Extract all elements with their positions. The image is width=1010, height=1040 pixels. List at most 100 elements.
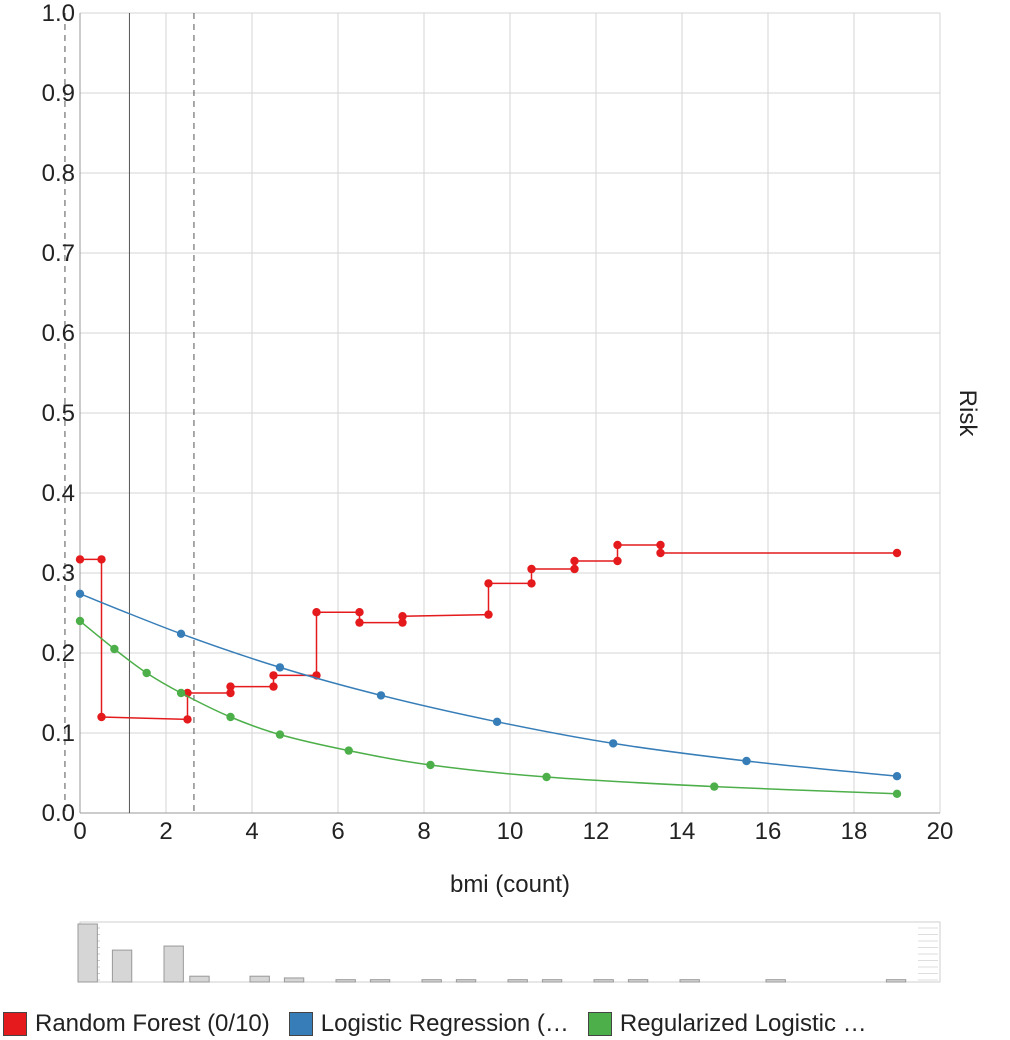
data-point: [892, 772, 902, 781]
data-point: [398, 618, 407, 627]
histogram-bar: [335, 979, 356, 983]
y-axis-ticks: 0.0 0.1 0.2 0.3 0.4 0.5 0.6 0.7 0.8 0.9 1.0: [42, 0, 75, 827]
data-point: [226, 712, 235, 722]
data-point: [426, 760, 435, 770]
y-tick-label: 0.4: [42, 480, 75, 507]
legend-label-logistic-regression: Logistic Regression (…: [320, 1010, 569, 1037]
histogram-frame: [79, 921, 941, 983]
data-point: [527, 579, 536, 588]
y-tick-label: 0.8: [42, 160, 75, 187]
y-tick-label: 0.7: [42, 240, 75, 267]
histogram-bar: [541, 979, 563, 983]
x-tick-label: 12: [583, 818, 610, 845]
histogram-bar: [111, 949, 133, 983]
data-point: [176, 688, 186, 698]
histogram-bar: [189, 975, 210, 983]
histogram-bar: [627, 979, 649, 983]
data-point: [226, 682, 235, 691]
histogram-bar: [369, 979, 391, 983]
y-tick-label: 0.3: [42, 560, 75, 587]
distribution-histogram: [77, 921, 941, 983]
data-point: [355, 618, 364, 627]
data-point: [142, 668, 151, 678]
data-point: [613, 556, 622, 566]
x-tick-label: 2: [159, 818, 172, 845]
x-tick-label: 4: [245, 818, 258, 845]
y-tick-label: 1.0: [42, 0, 75, 27]
x-tick-label: 20: [927, 818, 954, 845]
risk-chart: 0.0 0.1 0.2 0.3 0.4 0.5 0.6 0.7 0.8 0.9 1.0 0 2 4 6 8 1…: [42, 0, 981, 983]
legend-swatch-logistic-regression: [288, 1012, 313, 1036]
data-point: [75, 616, 85, 626]
x-tick-label: 14: [669, 818, 696, 845]
y-tick-label: 0.6: [42, 320, 75, 347]
histogram-bar: [283, 977, 305, 983]
y-axis-label: Risk: [954, 390, 981, 438]
x-tick-label: 10: [497, 818, 524, 845]
data-point: [355, 608, 364, 617]
data-point: [742, 756, 751, 766]
data-point: [226, 688, 235, 698]
series-1: [75, 589, 902, 781]
data-point: [484, 610, 493, 619]
data-point: [570, 564, 579, 574]
data-point: [75, 555, 85, 564]
data-point: [75, 589, 85, 598]
histogram-bar: [593, 979, 614, 983]
data-point: [542, 772, 551, 782]
data-point: [656, 548, 665, 558]
y-tick-label: 0.9: [42, 80, 75, 107]
y-tick-label: 0.0: [42, 800, 75, 827]
data-point: [269, 671, 278, 680]
series-line-0: [80, 544, 897, 721]
data-point: [892, 548, 902, 558]
histogram-bar: [163, 945, 184, 983]
legend-swatch-random-forest: [3, 1012, 27, 1036]
data-point: [892, 789, 902, 798]
data-point: [484, 579, 493, 588]
data-point: [492, 717, 502, 726]
data-point: [269, 682, 278, 691]
histogram-bar: [885, 979, 907, 983]
data-point: [656, 540, 665, 550]
series-layer: [75, 540, 902, 798]
data-point: [613, 540, 622, 550]
data-point: [183, 715, 192, 724]
data-point: [527, 564, 536, 574]
data-point: [376, 691, 386, 700]
data-point: [398, 612, 407, 621]
histogram-bar: [421, 979, 442, 983]
data-point: [110, 644, 119, 654]
histogram-bar: [249, 975, 270, 983]
x-tick-label: 6: [331, 818, 344, 845]
data-point: [570, 556, 579, 566]
legend-label-regularized-logistic: Regularized Logistic …: [619, 1010, 867, 1037]
grid-lines: [79, 12, 941, 814]
histogram-bar: [765, 979, 786, 983]
histogram-bar: [679, 979, 700, 983]
series-line-1: [79, 593, 898, 777]
x-tick-label: 8: [417, 818, 430, 845]
legend-item-regularized-logistic[interactable]: Regularized Logistic …: [585, 1010, 867, 1038]
y-tick-label: 0.1: [42, 720, 75, 747]
series-2: [75, 616, 902, 798]
y-tick-label: 0.5: [42, 400, 75, 427]
legend: Random Forest (0/10) Logistic Regression…: [0, 1008, 1010, 1040]
y-tick-label: 0.2: [42, 640, 75, 667]
data-point: [609, 739, 618, 748]
histogram-bar: [77, 923, 98, 983]
data-point: [97, 555, 106, 564]
x-tick-label: 16: [755, 818, 782, 845]
data-point: [344, 746, 353, 755]
legend-item-logistic-regression[interactable]: Logistic Regression (…: [286, 1010, 569, 1038]
legend-item-random-forest[interactable]: Random Forest (0/10): [0, 1010, 270, 1038]
legend-label-random-forest: Random Forest (0/10): [35, 1010, 270, 1037]
reference-lines: [64, 13, 195, 813]
data-point: [312, 608, 321, 617]
legend-swatch-regularized-logistic: [587, 1012, 612, 1036]
data-point: [97, 712, 106, 722]
x-axis-ticks: 0 2 4 6 8 10 12 14 16 18 20: [73, 818, 953, 845]
x-axis-label: bmi (count): [450, 871, 570, 898]
x-tick-label: 18: [841, 818, 868, 845]
data-point: [176, 629, 186, 638]
